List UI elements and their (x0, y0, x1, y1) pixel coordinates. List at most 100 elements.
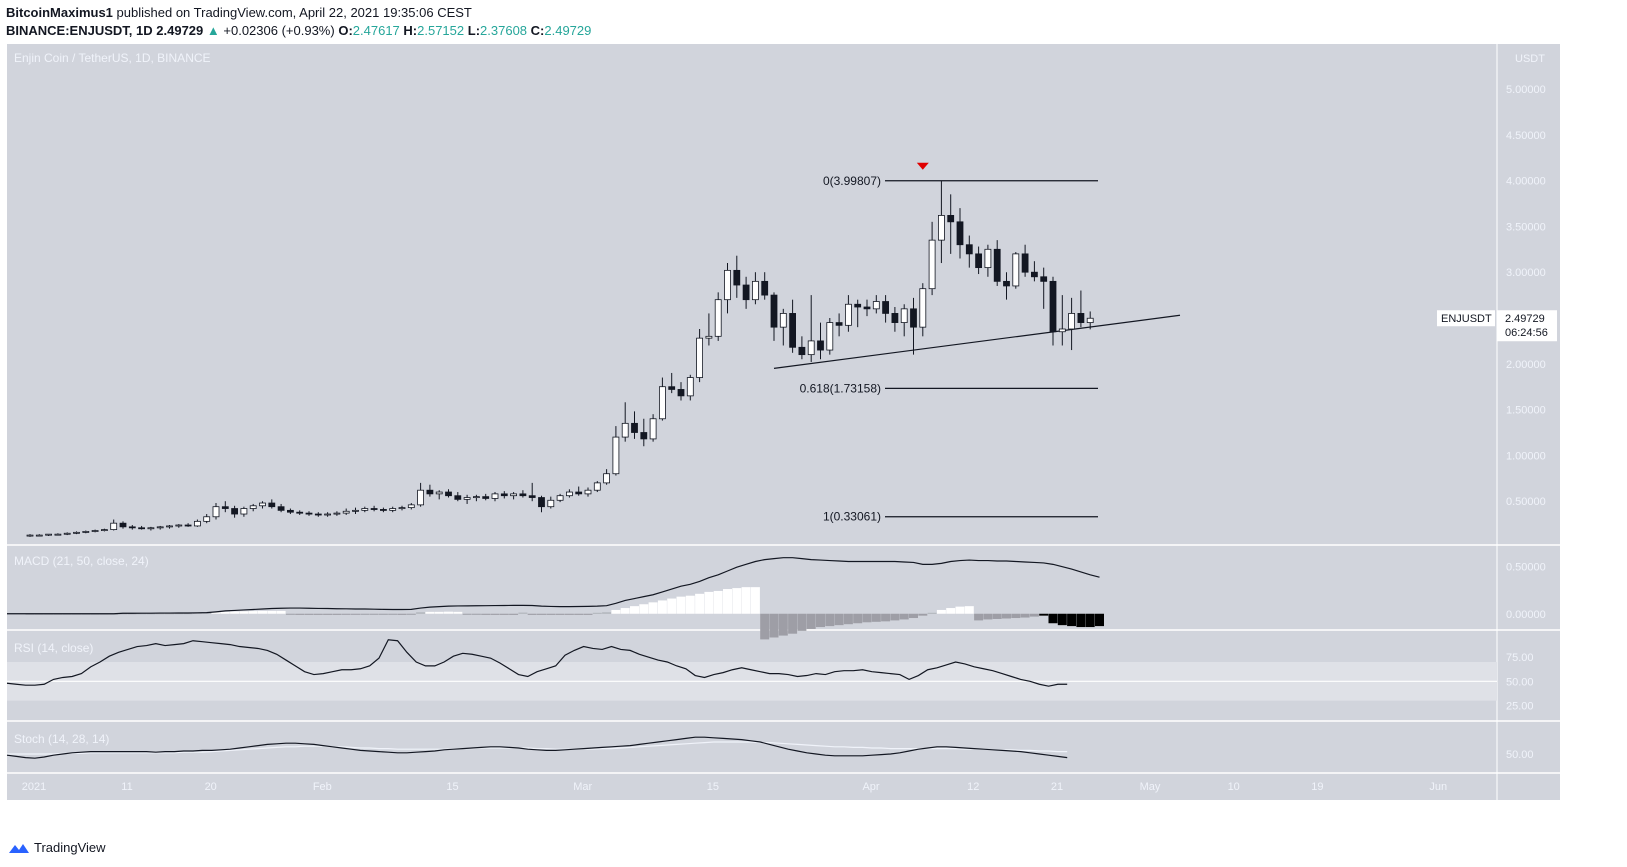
macd-histogram-bar (1085, 613, 1095, 628)
candle-body (1077, 313, 1085, 323)
candle-body (314, 513, 322, 516)
macd-histogram-bar (620, 608, 630, 614)
macd-histogram-bar (816, 613, 825, 628)
candle-body (863, 306, 871, 310)
candle-body (454, 495, 462, 500)
candle-body (184, 524, 192, 527)
macd-histogram-bar (657, 600, 667, 614)
candle-body (26, 534, 34, 537)
high-value: 2.57152 (417, 23, 465, 38)
price-tick-label: 2.00000 (1506, 359, 1546, 371)
candle-body (835, 322, 843, 326)
macd-histogram-bar (146, 613, 156, 615)
time-tick-label: 10 (1228, 781, 1240, 793)
fib-level-label: 0(3.99807) (823, 174, 881, 188)
candle-body (556, 495, 564, 501)
candle-body (221, 506, 229, 509)
candle-body (900, 308, 908, 323)
author-name[interactable]: BitcoinMaximus1 (6, 5, 113, 20)
macd-histogram-bar (341, 613, 351, 615)
candle-body (417, 489, 425, 506)
high-label: H: (403, 23, 418, 38)
candle-body (649, 418, 657, 440)
low-label: L: (467, 23, 481, 38)
macd-histogram-bar (499, 613, 509, 615)
macd-histogram-bar (527, 613, 537, 615)
macd-histogram-bar (1020, 613, 1030, 618)
macd-histogram-bar (220, 611, 230, 614)
candle-body (352, 509, 359, 512)
candle-body (324, 513, 332, 516)
candle-body (584, 489, 592, 495)
candle-body (305, 512, 313, 515)
candle-body (938, 215, 945, 241)
time-tick-label: Mar (573, 781, 592, 793)
time-tick-label: 15 (707, 781, 719, 793)
macd-histogram-bar (285, 613, 295, 615)
macd-histogram-bar (899, 613, 909, 620)
macd-histogram-bar (797, 613, 807, 631)
time-tick-label: Apr (862, 781, 879, 793)
macd-histogram-bar (304, 613, 314, 615)
publish-date: published on TradingView.com, April 22, … (116, 5, 472, 20)
footer-brand[interactable]: TradingView (34, 840, 106, 855)
rsi-line (6, 639, 1068, 687)
candle-body (621, 422, 629, 438)
candle-body (538, 497, 545, 508)
candle-body (426, 489, 434, 495)
macd-histogram-bar (862, 613, 872, 623)
candle-body (286, 509, 294, 513)
candle-body (854, 303, 862, 308)
macd-histogram-bar (574, 613, 584, 615)
candle-body (993, 248, 1001, 282)
candle-body (603, 473, 610, 484)
candle-body (482, 496, 490, 499)
macd-histogram-bar (490, 613, 500, 615)
candle-body (110, 522, 118, 530)
countdown-tag: 06:24:56 (1505, 327, 1548, 339)
symbol-name: BINANCE:ENJUSDT, 1D (6, 23, 153, 38)
macd-histogram-bar (648, 602, 658, 614)
candle-body (73, 531, 80, 534)
price-tick-label: 3.00000 (1506, 267, 1546, 279)
macd-histogram-bar (1067, 613, 1077, 627)
macd-histogram-bar (592, 612, 602, 614)
footer: TradingView (8, 840, 106, 855)
candle-body (1003, 280, 1010, 287)
macd-histogram-bar (258, 610, 267, 614)
candle-body (259, 502, 266, 507)
current-price-tag: 2.49729 (1505, 313, 1545, 325)
macd-histogram-bar (834, 613, 844, 626)
candle-body (203, 516, 211, 522)
candle-body (1012, 253, 1020, 287)
macd-histogram-bar (1011, 613, 1021, 619)
candle-body (891, 313, 899, 323)
macd-histogram-bar (871, 613, 881, 622)
candle-body (193, 520, 201, 527)
time-tick-label: Jun (1429, 781, 1447, 793)
candle-body (45, 533, 52, 536)
candle-body (1040, 276, 1048, 282)
macd-histogram-bar (211, 612, 221, 614)
macd-histogram-bar (695, 593, 705, 614)
price-tick-label: 3.50000 (1506, 221, 1546, 233)
candle-body (389, 508, 397, 511)
macd-histogram-bar (425, 611, 435, 614)
macd-histogram-bar (444, 611, 453, 614)
macd-histogram-bar (630, 606, 639, 614)
time-tick-label: 21 (1051, 781, 1063, 793)
macd-histogram-bar (434, 611, 444, 614)
price-tick-label: 1.50000 (1506, 405, 1546, 417)
candle-body (724, 269, 731, 301)
macd-histogram-bar (1029, 613, 1039, 617)
time-tick-label: 12 (967, 781, 979, 793)
macd-histogram-bar (992, 613, 1002, 619)
support-trendline (773, 314, 1181, 369)
candle-body (277, 506, 285, 511)
candle-body (138, 527, 146, 530)
candle-body (947, 215, 955, 223)
macd-histogram-bar (481, 613, 491, 615)
macd-histogram-bar (137, 613, 147, 615)
candle-body (575, 491, 583, 495)
